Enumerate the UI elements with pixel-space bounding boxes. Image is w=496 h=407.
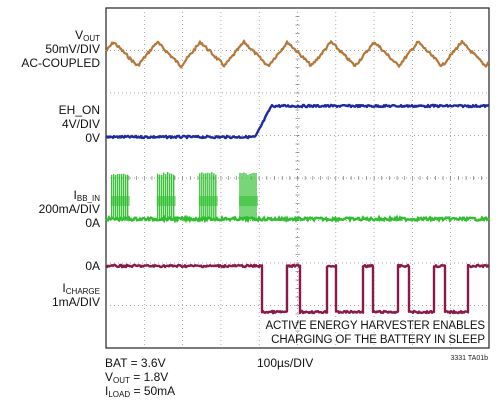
ibb-in-ground: 0A [85,216,100,230]
eh-on-trace [105,103,490,140]
ibb-in-burst-fill [156,196,176,206]
vout-coupling: AC-COUPLED [21,56,100,70]
vout-scale: 50mV/DIV [45,42,100,56]
ibb-in-channel-label: IBB_IN 200mA/DIV 0A [0,188,100,230]
annotation-line-2: CHARGING OF THE BATTERY IN SLEEP [271,334,485,346]
annotation-line-1: ACTIVE ENERGY HARVESTER ENABLES [265,320,485,332]
icharge-scale: 1mA/DIV [51,295,100,309]
eh-on-name: EH_ON [58,103,100,117]
ibb-in-burst [157,172,175,219]
plot-annotation: ACTIVE ENERGY HARVESTER ENABLES CHARGING… [265,319,485,347]
eh-on-ground: 0V [85,131,100,145]
plot-traces [105,39,491,315]
iload-condition: ILOAD = 50mA [105,384,176,399]
ibb-in-burst-fill [110,196,130,206]
vout-condition: VOUT = 1.8V [105,370,169,385]
ibb-in-name: IBB_IN [73,188,100,203]
ibb-in-scale: 200mA/DIV [38,202,100,216]
icharge-ground: 0A [85,259,100,273]
ibb-in-burst [199,172,217,219]
vout-channel-label: VOUT 50mV/DIV AC-COUPLED [0,28,100,70]
eh-on-channel-label: EH_ON 4V/DIV 0V [0,103,100,145]
ibb-in-burst-fill [239,196,259,206]
icharge-name: ICHARGE [62,281,100,296]
icharge-channel-label: 0A ICHARGE 1mA/DIV [0,259,100,309]
figure-reference: 3331 TA01b [450,355,489,362]
ibb-in-burst-fill [198,196,218,206]
vout-trace [105,39,490,69]
eh-on-scale: 4V/DIV [61,117,100,131]
ibb-in-burst [239,172,257,219]
bat-condition: BAT = 3.6V [105,356,166,370]
timebase-label: 100µs/DIV [257,356,314,370]
icharge-trace [105,263,490,315]
test-conditions: BAT = 3.6V VOUT = 1.8V ILOAD = 50mA [105,356,176,399]
vout-name: VOUT [75,28,100,43]
